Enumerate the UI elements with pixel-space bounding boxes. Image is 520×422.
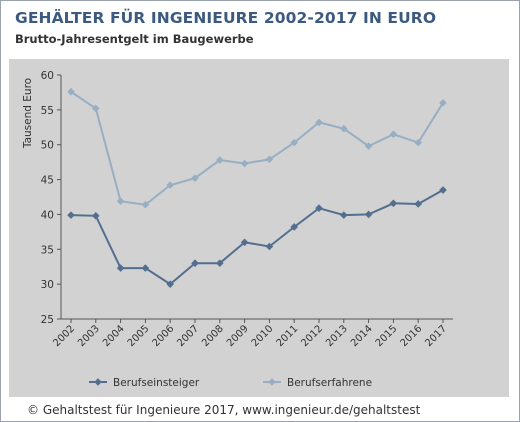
- x-tick-label: 2010: [250, 323, 276, 349]
- data-point-berufseinsteiger: [116, 264, 125, 272]
- data-point-berufseinsteiger: [191, 259, 199, 268]
- legend-marker: [268, 378, 276, 386]
- data-point-berufserfahrene: [141, 200, 150, 209]
- y-tick-label: 35: [41, 244, 54, 256]
- y-tick-label: 30: [41, 279, 54, 291]
- legend-label: Berufserfahrene: [287, 377, 372, 389]
- data-point-berufseinsteiger: [364, 210, 373, 219]
- data-point-berufserfahrene: [240, 159, 249, 168]
- data-point-berufserfahrene: [340, 124, 348, 133]
- data-point-berufseinsteiger: [340, 211, 348, 219]
- x-tick-label: 2017: [423, 323, 449, 349]
- data-point-berufserfahrene: [216, 156, 224, 164]
- data-point-berufserfahrene: [191, 174, 199, 182]
- legend-marker: [94, 378, 102, 386]
- data-point-berufserfahrene: [315, 118, 323, 127]
- y-tick-label: 25: [41, 314, 54, 326]
- data-point-berufserfahrene: [439, 99, 447, 107]
- x-tick-label: 2014: [349, 323, 375, 349]
- x-tick-label: 2004: [101, 323, 127, 349]
- x-tick-label: 2012: [299, 323, 325, 349]
- data-point-berufseinsteiger: [265, 242, 274, 251]
- x-tick-label: 2008: [200, 323, 226, 349]
- copyright-footer: © Gehaltstest für Ingenieure 2017, www.i…: [27, 403, 421, 417]
- series-line-berufserfahrene: [70, 90, 444, 206]
- data-point-berufserfahrene: [67, 87, 75, 96]
- x-tick-label: 2013: [324, 323, 350, 349]
- chart-subtitle: Brutto-Jahresentgelt im Baugewerbe: [15, 32, 254, 46]
- y-tick-label: 45: [41, 175, 54, 187]
- data-point-berufseinsteiger: [92, 212, 100, 220]
- x-tick-label: 2007: [175, 323, 201, 349]
- data-point-berufseinsteiger: [67, 211, 75, 219]
- x-tick-label: 2009: [225, 323, 251, 349]
- data-point-berufserfahrene: [364, 142, 373, 150]
- data-point-berufserfahrene: [290, 138, 298, 147]
- data-point-berufseinsteiger: [315, 204, 323, 212]
- y-axis-label: Tausend Euro: [22, 78, 34, 149]
- x-tick-label: 2016: [399, 323, 425, 349]
- plot-panel: [9, 59, 509, 397]
- data-point-berufserfahrene: [116, 197, 125, 205]
- data-point-berufserfahrene: [166, 181, 174, 189]
- legend-label: Berufseinsteiger: [113, 377, 200, 389]
- data-point-berufserfahrene: [265, 155, 274, 164]
- y-tick-label: 40: [41, 209, 54, 221]
- chart-title: GEHÄLTER FÜR INGENIEURE 2002-2017 IN EUR…: [15, 9, 437, 27]
- x-tick-label: 2005: [126, 323, 152, 349]
- data-point-berufserfahrene: [389, 130, 398, 139]
- y-tick-label: 50: [41, 140, 54, 152]
- x-tick-label: 2003: [76, 323, 102, 349]
- y-tick-label: 60: [41, 70, 54, 82]
- x-tick-label: 2002: [51, 323, 77, 349]
- data-point-berufseinsteiger: [240, 238, 249, 247]
- data-point-berufseinsteiger: [141, 264, 150, 272]
- data-point-berufseinsteiger: [414, 200, 422, 208]
- data-point-berufserfahrene: [414, 138, 422, 147]
- x-tick-label: 2006: [151, 323, 177, 349]
- series-line-berufseinsteiger: [70, 189, 444, 286]
- data-point-berufseinsteiger: [290, 223, 298, 231]
- data-point-berufseinsteiger: [216, 259, 224, 268]
- data-point-berufseinsteiger: [389, 199, 398, 208]
- x-tick-label: 2015: [374, 323, 400, 349]
- data-point-berufserfahrene: [92, 104, 100, 113]
- data-point-berufseinsteiger: [166, 280, 174, 288]
- data-point-berufseinsteiger: [439, 186, 447, 194]
- y-tick-label: 55: [41, 105, 54, 117]
- x-tick-label: 2011: [275, 323, 301, 349]
